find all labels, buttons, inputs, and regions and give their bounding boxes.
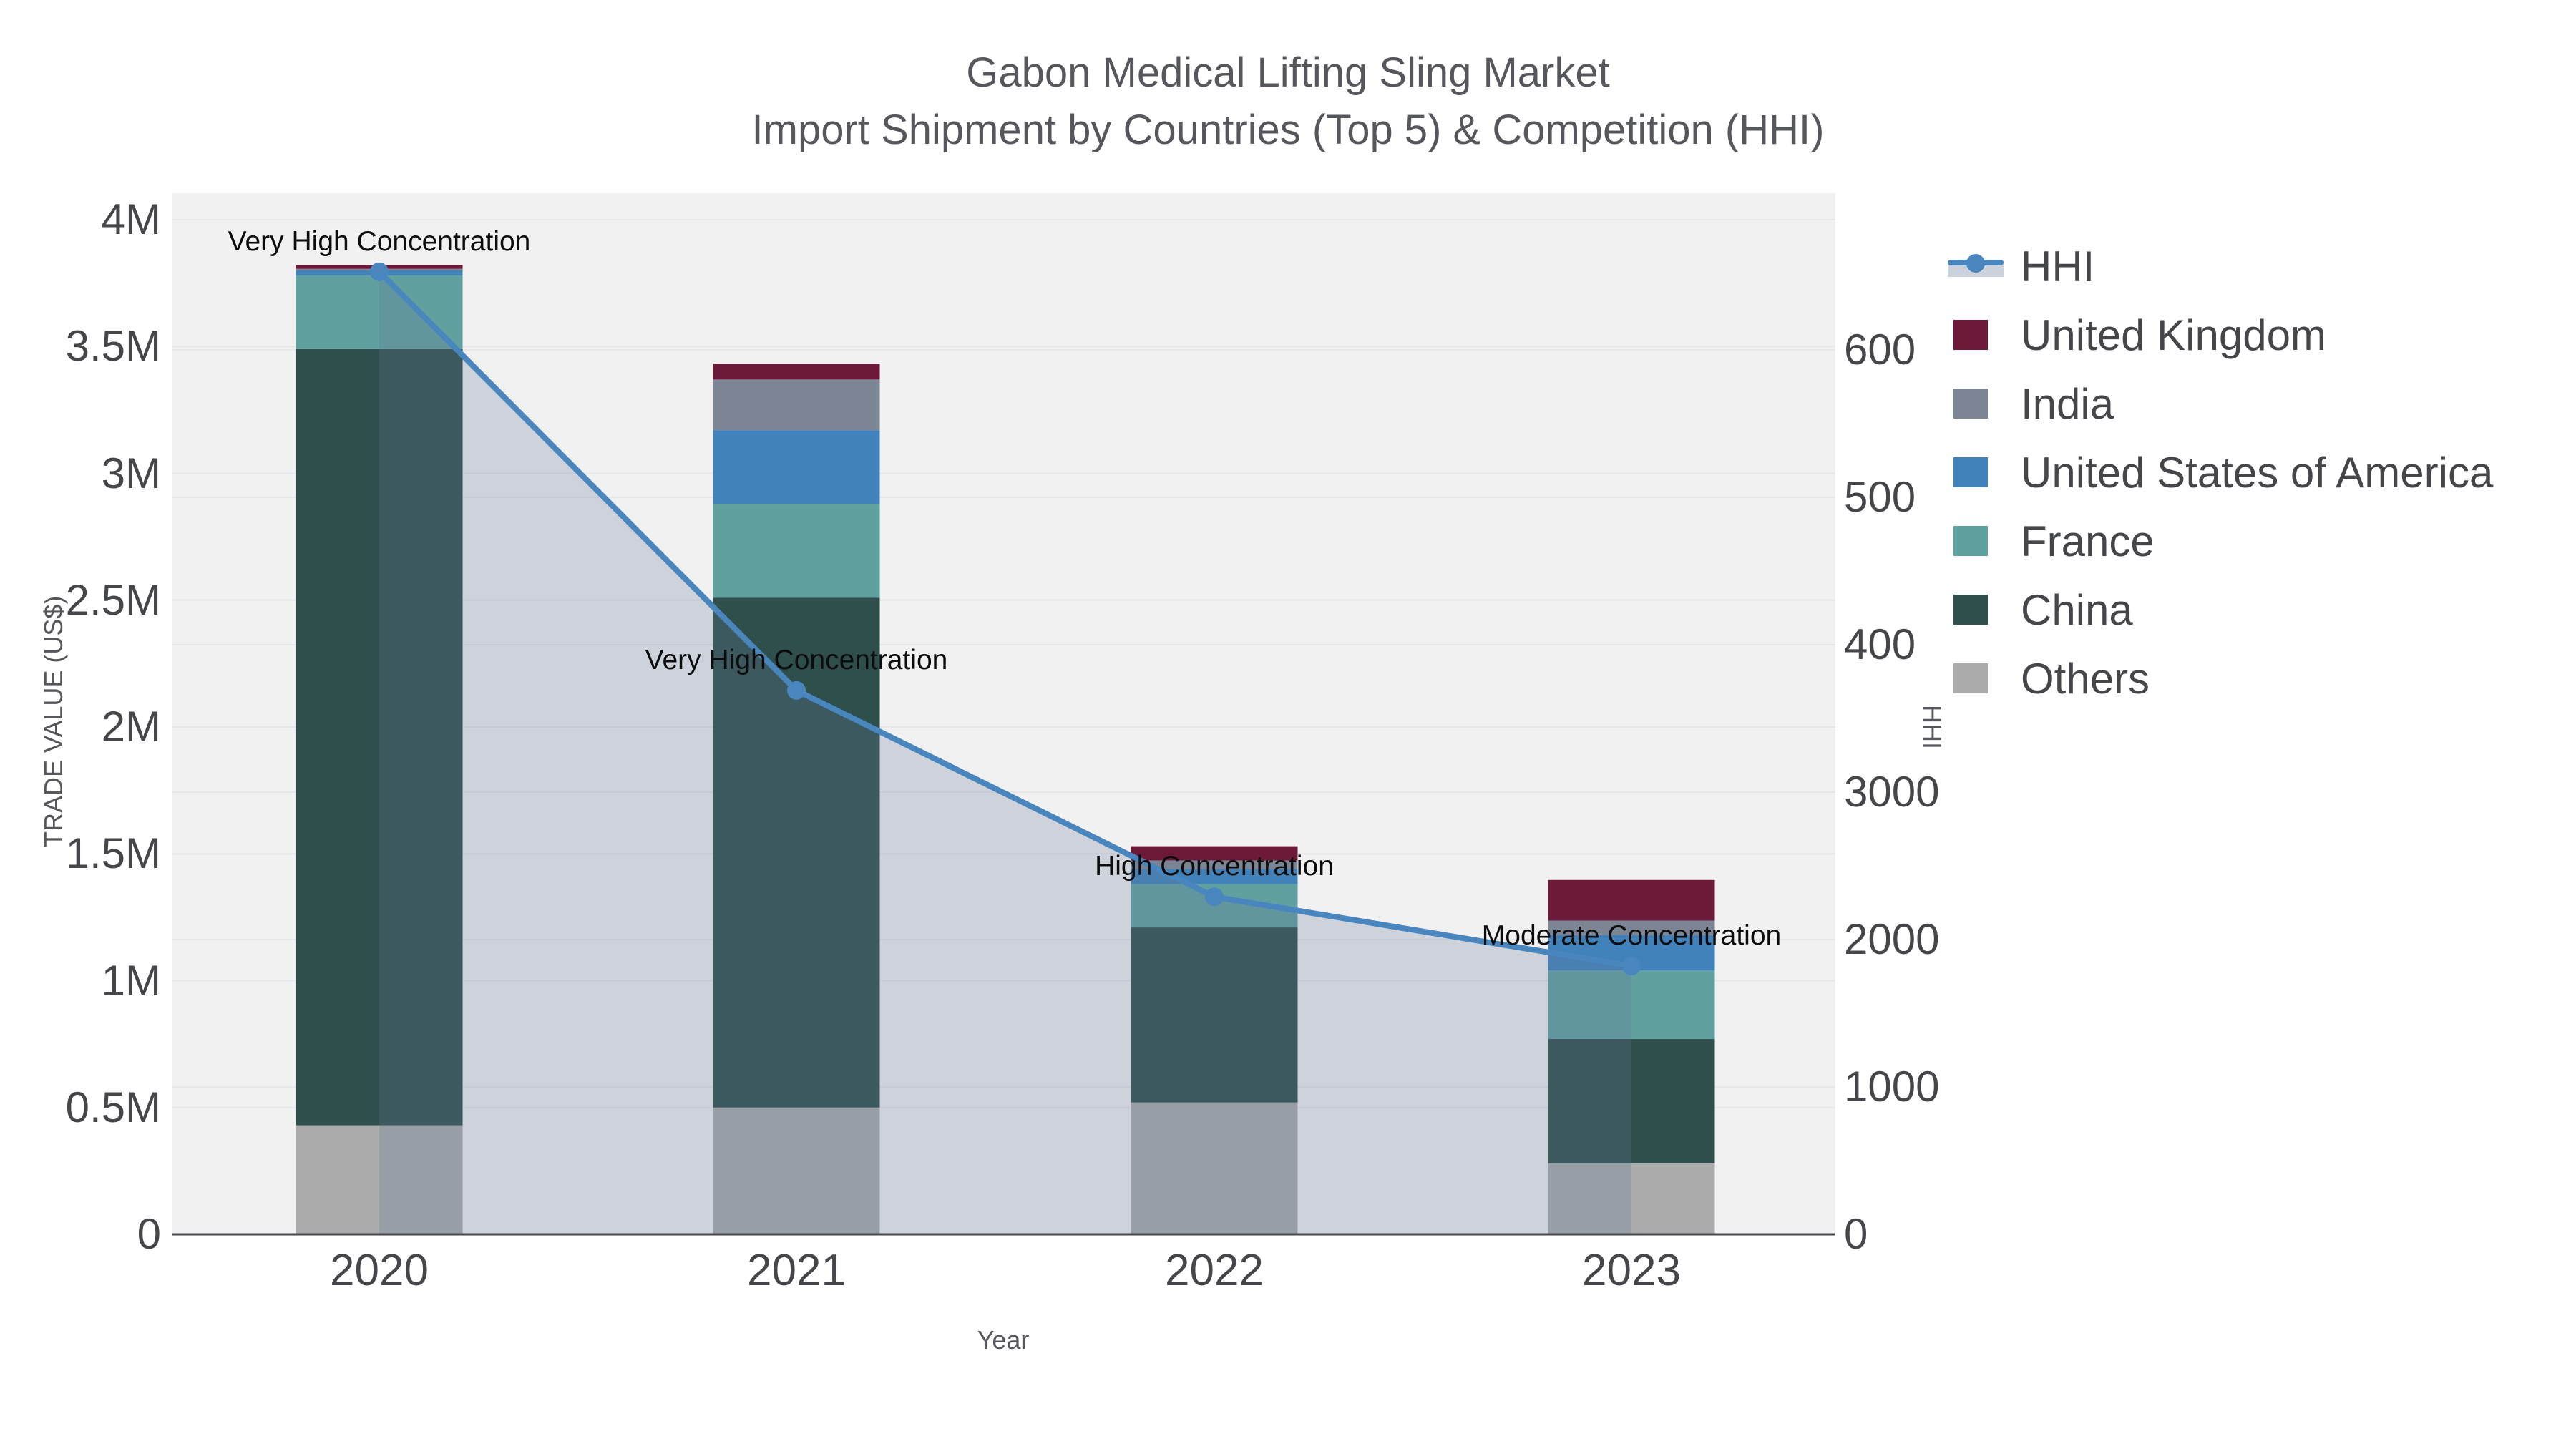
left-axis-tick-2M: 2M: [101, 703, 161, 751]
bar-segment-others-2022: [1131, 1102, 1298, 1234]
left-axis-tick-1.5M: 1.5M: [65, 829, 161, 878]
legend-item-india[interactable]: India: [1948, 378, 2114, 429]
bar-segment-united-states-of-america-2022: [1131, 869, 1298, 884]
bar-segment-india-2021: [713, 379, 880, 431]
left-axis-tick-2.5M: 2.5M: [65, 575, 161, 624]
right-axis-tick-400: 400: [1844, 620, 1916, 668]
legend-item-united-states-of-america[interactable]: United States of America: [1948, 447, 2493, 498]
left-axis-tick-4M: 4M: [101, 195, 161, 243]
bar-segment-united-kingdom-2021: [713, 364, 880, 380]
legend-label: China: [2021, 585, 2133, 634]
bar-segment-united-states-of-america-2021: [713, 430, 880, 504]
bar-segment-china-2022: [1131, 927, 1298, 1103]
hhi-marker-2022: [1205, 887, 1224, 907]
x-axis-tick-2022: 2022: [1165, 1246, 1264, 1295]
bar-segment-china-2020: [296, 348, 463, 1126]
legend-label: Others: [2021, 654, 2150, 703]
annotation-2023: Moderate Concentration: [1481, 920, 1782, 952]
legend-swatch-icon: [1953, 526, 1988, 556]
legend-swatch-icon: [1953, 663, 1988, 693]
legend-item-united-kingdom[interactable]: United Kingdom: [1948, 309, 2326, 361]
bar-segment-france-2020: [296, 275, 463, 349]
bar-segment-china-2023: [1548, 1039, 1715, 1163]
legend-swatch-icon: [1953, 320, 1988, 350]
right-axis-tick-0: 0: [1844, 1210, 1868, 1258]
right-axis-tick-2000: 2000: [1844, 915, 1940, 963]
bar-segment-india-2023: [1548, 920, 1715, 935]
hhi-line-legend-icon: [1948, 254, 2004, 277]
legend-label: HHI: [2021, 242, 2095, 291]
legend-item-others[interactable]: Others: [1948, 653, 2150, 704]
left-axis-tick-0.5M: 0.5M: [65, 1083, 161, 1131]
bar-segment-india-2022: [1131, 860, 1298, 869]
hhi-area-fill: [379, 271, 1631, 1234]
x-axis-title: Year: [977, 1325, 1030, 1355]
legend-label: India: [2021, 379, 2114, 428]
left-axis-tick-3M: 3M: [101, 449, 161, 497]
annotation-2020: Very High Concentration: [228, 225, 531, 257]
bar-segment-others-2023: [1548, 1163, 1715, 1234]
legend-item-china[interactable]: China: [1948, 584, 2133, 635]
left-axis-title: TRADE VALUE (US$): [39, 595, 68, 847]
legend-label: France: [2021, 517, 2155, 565]
chart-title: Gabon Medical Lifting Sling Market Impor…: [0, 44, 2576, 159]
hhi-marker-icon: [1966, 254, 1985, 273]
annotation-2022: High Concentration: [1095, 851, 1334, 882]
bar-segment-france-2023: [1548, 970, 1715, 1040]
right-axis-tick-600: 600: [1844, 326, 1916, 374]
right-axis-title: HHI: [1918, 705, 1947, 749]
x-axis-tick-2020: 2020: [330, 1246, 429, 1295]
x-axis-tick-2023: 2023: [1582, 1246, 1681, 1295]
legend-label: United States of America: [2021, 448, 2494, 497]
x-axis-tick-2021: 2021: [747, 1246, 846, 1295]
chart-title-line1: Gabon Medical Lifting Sling Market: [966, 49, 1610, 96]
legend-label: United Kingdom: [2021, 311, 2326, 359]
left-axis-tick-1M: 1M: [101, 956, 161, 1005]
right-axis-tick-3000: 3000: [1844, 768, 1940, 816]
bar-segment-united-kingdom-2023: [1548, 879, 1715, 921]
left-axis-tick-0: 0: [137, 1210, 161, 1258]
right-axis-tick-1000: 1000: [1844, 1063, 1940, 1111]
annotation-2021: Very High Concentration: [645, 644, 948, 675]
legend-item-france[interactable]: France: [1948, 515, 2155, 567]
bar-segment-united-kingdom-2022: [1131, 846, 1298, 861]
legend-swatch-icon: [1953, 595, 1988, 625]
legend-swatch-icon: [1953, 389, 1988, 419]
legend-swatch-icon: [1953, 457, 1988, 487]
legend-item-hhi[interactable]: HHI: [1948, 240, 2094, 292]
bar-segment-france-2021: [713, 504, 880, 598]
right-axis-tick-500: 500: [1844, 473, 1916, 521]
bar-segment-others-2020: [296, 1125, 463, 1234]
hhi-line: [377, 269, 1632, 970]
left-axis-tick-3.5M: 3.5M: [65, 322, 161, 371]
bar-segment-others-2021: [713, 1107, 880, 1234]
hhi-marker-2020: [370, 262, 389, 281]
chart-title-line2: Import Shipment by Countries (Top 5) & C…: [751, 107, 1825, 153]
hhi-marker-2021: [787, 680, 806, 700]
hhi-marker-2023: [1622, 957, 1641, 976]
